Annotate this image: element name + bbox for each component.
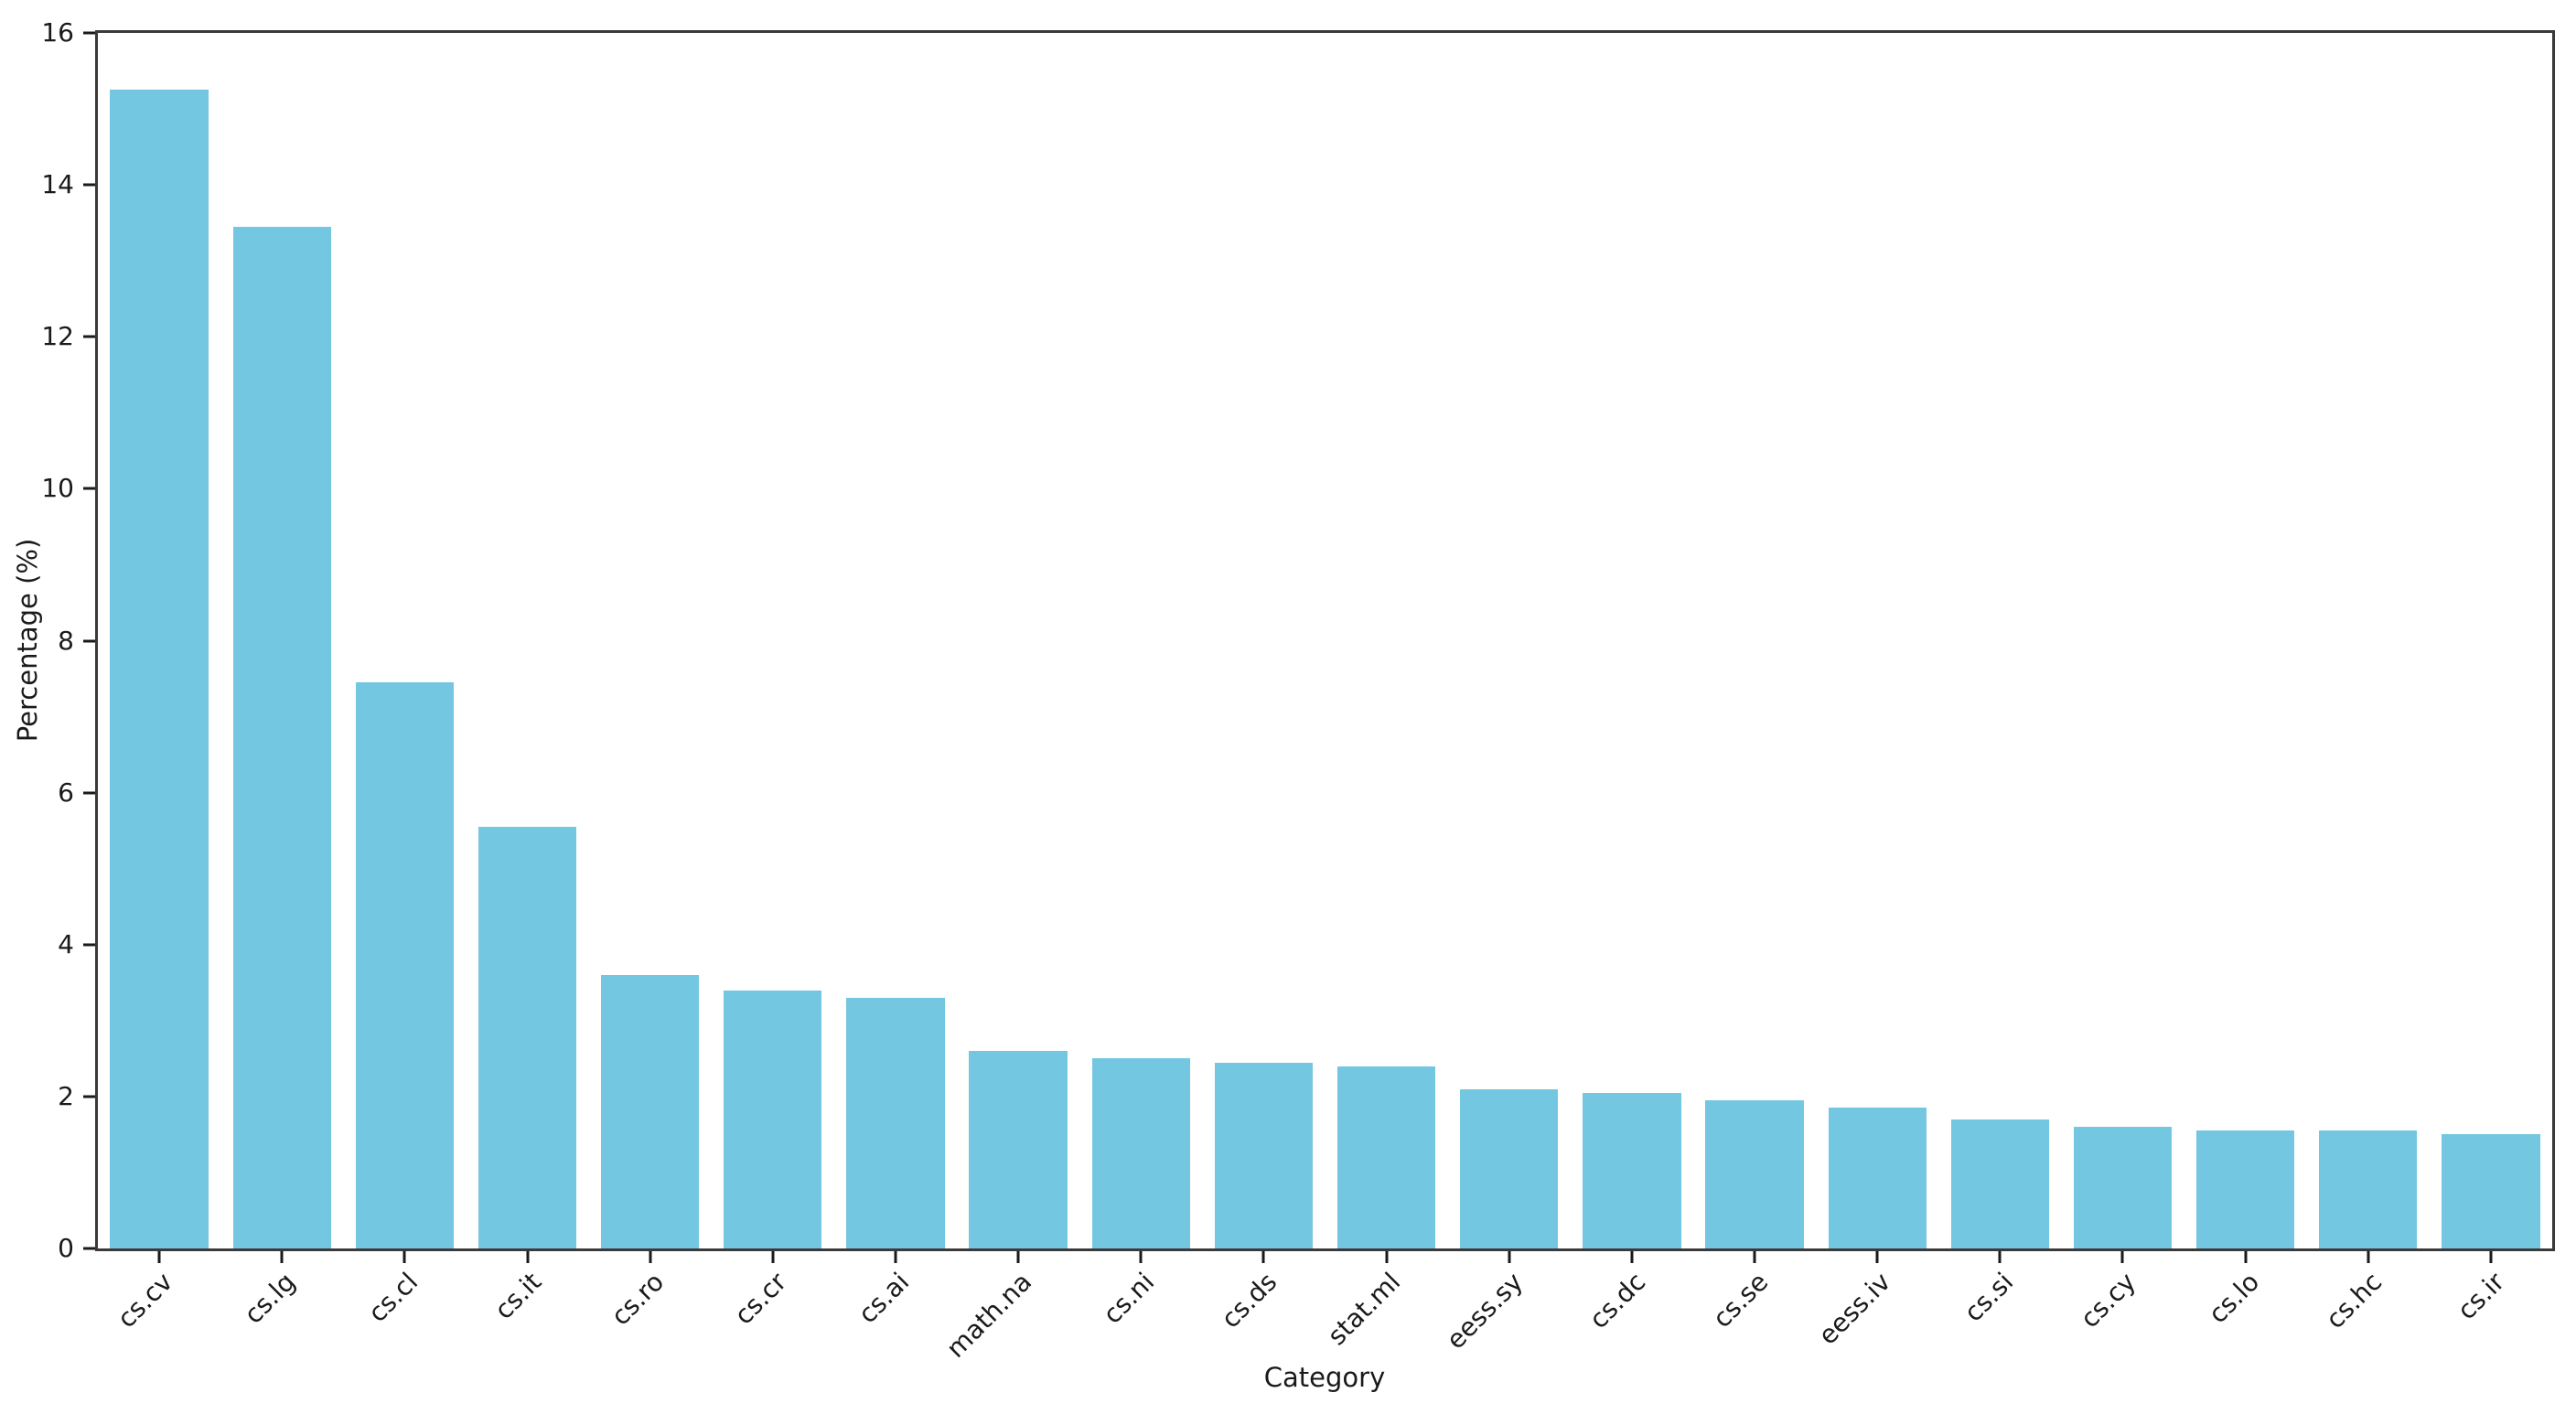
x-tick-label-cs.cv: cs.cv: [111, 1266, 179, 1334]
bar-eess.sy: [1460, 1088, 1559, 1248]
bar-stat.ml: [1336, 1066, 1436, 1248]
bar-cs.ds: [1214, 1062, 1314, 1248]
bar-cs.ai: [846, 997, 945, 1248]
x-tick-cs.ro: [649, 1251, 652, 1263]
x-tick-label-eess.iv: eess.iv: [1812, 1266, 1897, 1351]
bar-cs.se: [1705, 1100, 1804, 1248]
x-tick-cs.cr: [771, 1251, 775, 1263]
x-tick-label-cs.cy: cs.cy: [2075, 1266, 2142, 1334]
x-tick-label-cs.it: cs.it: [488, 1266, 547, 1325]
x-tick-cs.lo: [2244, 1251, 2248, 1263]
x-tick-label-cs.cr: cs.cr: [728, 1266, 793, 1331]
bar-cs.cv: [110, 90, 209, 1248]
y-tick-label-6: 6: [58, 777, 74, 808]
bar-cs.cy: [2073, 1127, 2173, 1248]
bar-cs.lo: [2195, 1130, 2295, 1248]
x-tick-label-cs.dc: cs.dc: [1583, 1266, 1652, 1335]
x-tick-cs.ir: [2489, 1251, 2493, 1263]
x-tick-label-cs.lg: cs.lg: [238, 1266, 302, 1330]
x-tick-cs.si: [1998, 1251, 2002, 1263]
bar-cs.si: [1950, 1119, 2049, 1248]
bar-math.na: [969, 1051, 1068, 1248]
x-tick-cs.ds: [1261, 1251, 1265, 1263]
x-tick-label-stat.ml: stat.ml: [1321, 1266, 1406, 1352]
y-tick-label-8: 8: [58, 625, 74, 656]
x-tick-eess.iv: [1875, 1251, 1879, 1263]
x-tick-label-cs.cl: cs.cl: [362, 1266, 424, 1329]
bar-cs.cr: [724, 990, 822, 1248]
x-tick-label-cs.ds: cs.ds: [1215, 1266, 1283, 1334]
x-tick-eess.sy: [1508, 1251, 1511, 1263]
y-tick-2: [83, 1095, 95, 1098]
x-tick-label-cs.si: cs.si: [1958, 1266, 2020, 1328]
y-tick-label-16: 16: [41, 17, 74, 48]
y-tick-6: [83, 791, 95, 795]
x-tick-cs.hc: [2367, 1251, 2370, 1263]
x-tick-label-cs.ai: cs.ai: [852, 1266, 916, 1330]
x-tick-cs.se: [1753, 1251, 1756, 1263]
x-axis-label: Category: [1263, 1362, 1386, 1393]
y-tick-label-12: 12: [41, 321, 74, 352]
x-tick-label-eess.sy: eess.sy: [1440, 1266, 1529, 1355]
y-tick-label-2: 2: [58, 1080, 74, 1111]
y-tick-0: [83, 1247, 95, 1250]
x-tick-label-cs.ni: cs.ni: [1097, 1266, 1161, 1330]
y-tick-label-10: 10: [41, 473, 74, 504]
y-tick-10: [83, 487, 95, 490]
x-tick-label-cs.lo: cs.lo: [2202, 1266, 2265, 1330]
x-tick-cs.dc: [1630, 1251, 1634, 1263]
bar-cs.ni: [1091, 1058, 1190, 1248]
y-tick-4: [83, 943, 95, 947]
x-tick-label-cs.hc: cs.hc: [2319, 1266, 2388, 1335]
x-tick-cs.ai: [894, 1251, 897, 1263]
x-tick-cs.lg: [280, 1251, 284, 1263]
y-axis-label: Percentage (%): [12, 538, 43, 743]
plot-area: cs.cv cs.lg cs.cl cs.it cs.ro cs.cr cs.ai math.…: [41, 20, 2555, 1364]
y-tick-16: [83, 31, 95, 35]
y-tick-label-4: 4: [58, 928, 74, 959]
bar-cs.lg: [232, 226, 331, 1248]
x-tick-cs.cv: [157, 1251, 161, 1263]
x-tick-label-cs.se: cs.se: [1706, 1266, 1775, 1334]
y-tick-12: [83, 335, 95, 338]
x-tick-cs.cy: [2120, 1251, 2124, 1263]
x-tick-cs.ni: [1139, 1251, 1143, 1263]
x-tick-cs.cl: [402, 1251, 406, 1263]
bar-cs.ir: [2442, 1134, 2540, 1248]
y-tick-14: [83, 183, 95, 187]
x-tick-stat.ml: [1385, 1251, 1389, 1263]
bar-cs.dc: [1583, 1092, 1681, 1248]
x-tick-label-cs.ir: cs.ir: [2451, 1266, 2511, 1326]
bar-eess.iv: [1828, 1108, 1927, 1248]
x-tick-label-math.na: math.na: [940, 1266, 1038, 1364]
bar-cs.it: [478, 827, 577, 1248]
bar-cs.ro: [601, 974, 700, 1248]
x-tick-label-cs.ro: cs.ro: [605, 1266, 670, 1332]
y-tick-label-14: 14: [41, 169, 74, 200]
y-tick-label-0: 0: [58, 1233, 74, 1263]
y-tick-8: [83, 639, 95, 642]
x-tick-cs.it: [526, 1251, 530, 1263]
bar-cs.hc: [2319, 1130, 2418, 1248]
bar-cs.cl: [355, 682, 455, 1248]
x-tick-math.na: [1016, 1251, 1020, 1263]
